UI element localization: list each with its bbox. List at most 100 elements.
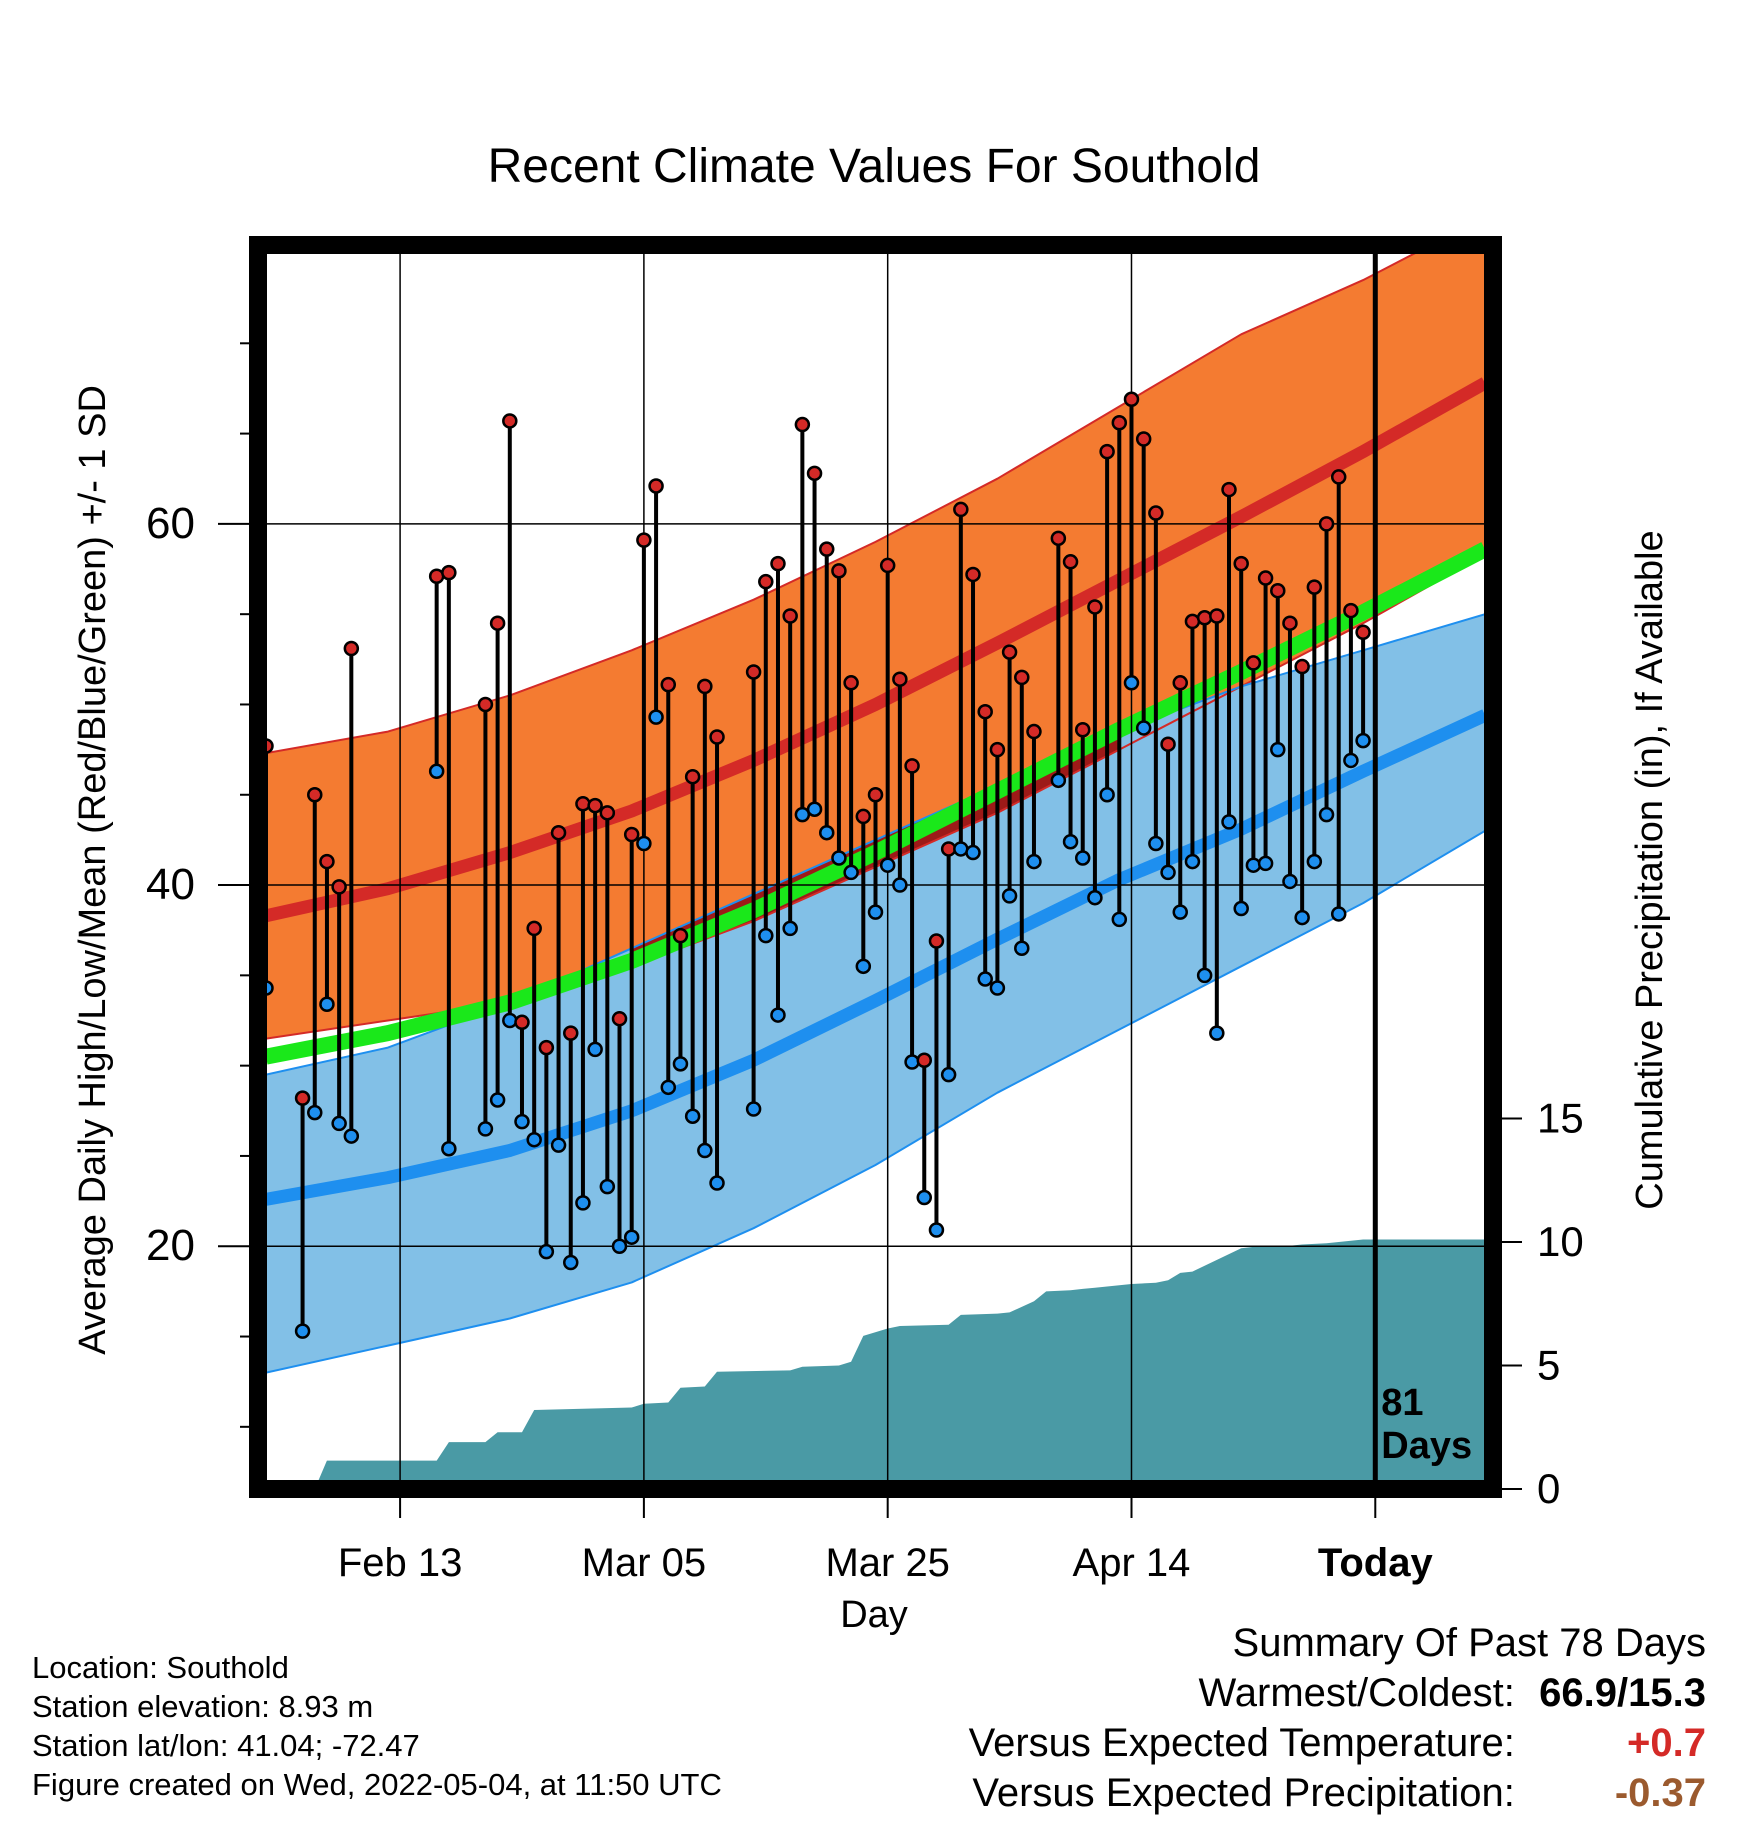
high-point	[1282, 615, 1298, 631]
observation-day	[770, 555, 786, 1023]
low-point	[904, 1054, 920, 1070]
observation-day	[843, 675, 859, 881]
observation-day	[965, 566, 981, 861]
high-point	[806, 465, 823, 482]
low-point	[648, 709, 664, 725]
low-point	[928, 1222, 945, 1238]
low-point	[684, 1108, 701, 1124]
observation-day	[1221, 481, 1237, 830]
low-point	[1270, 741, 1286, 758]
observation-day	[782, 608, 798, 937]
low-point	[1245, 857, 1262, 873]
observation-day	[758, 573, 774, 944]
observation-day	[1026, 723, 1042, 870]
high-point	[1257, 570, 1274, 586]
y-axis-label: Average Daily High/Low/Mean (Red/Blue/Gr…	[72, 385, 114, 1355]
high-point	[758, 573, 774, 590]
temp-row: Versus Expected Temperature: +0.7	[969, 1718, 1706, 1768]
low-point	[599, 1178, 616, 1195]
high-point	[1306, 579, 1323, 595]
low-point	[514, 1113, 530, 1130]
observation-day	[1062, 554, 1079, 850]
observation-day	[1294, 658, 1310, 926]
latlon-text: Station lat/lon: 41.04; -72.47	[32, 1728, 420, 1763]
high-point	[818, 541, 835, 557]
observation-day	[1196, 610, 1213, 984]
low-point	[709, 1175, 725, 1191]
x-tick-label: Today	[1318, 1541, 1434, 1585]
high-point	[843, 675, 859, 691]
summary-heading: Summary Of Past 78 Days	[1232, 1621, 1706, 1665]
temp-value: +0.7	[1627, 1721, 1706, 1765]
temp-label: Versus Expected Temperature:	[968, 1721, 1515, 1765]
low-point	[538, 1243, 555, 1260]
high-point	[1221, 481, 1237, 498]
high-point	[587, 797, 603, 814]
high-point	[611, 1010, 628, 1027]
high-point	[1245, 655, 1262, 671]
observation-day	[1209, 608, 1225, 1041]
observation-day	[1123, 391, 1140, 691]
observation-day	[550, 824, 567, 1153]
low-point	[892, 877, 908, 893]
high-point	[1330, 469, 1347, 485]
low-point	[1282, 873, 1298, 890]
y2-tick-label: 15	[1537, 1095, 1584, 1142]
low-point	[1148, 835, 1164, 852]
low-point	[1026, 853, 1042, 870]
observation-day	[1330, 469, 1347, 922]
low-point	[1257, 855, 1274, 872]
low-point	[441, 1140, 457, 1157]
high-point	[782, 608, 798, 624]
precip-row: Versus Expected Precipitation: -0.37	[969, 1768, 1706, 1818]
low-point	[758, 927, 774, 944]
high-point	[928, 933, 945, 949]
observation-day	[1257, 570, 1274, 872]
observation-day	[1148, 505, 1164, 852]
observation-day	[855, 808, 872, 975]
observation-day	[709, 729, 725, 1191]
low-point	[1343, 752, 1359, 769]
observation-day	[831, 563, 847, 866]
observation-day	[1233, 555, 1249, 917]
observation-day	[599, 805, 616, 1195]
observation-day	[745, 664, 762, 1117]
high-point	[502, 413, 518, 429]
high-point	[648, 478, 664, 494]
high-upper-edge	[266, 253, 1418, 755]
low-point	[782, 920, 798, 937]
high-point	[514, 1014, 530, 1031]
low-point	[867, 904, 884, 920]
observation-day	[904, 758, 920, 1070]
observation-day	[928, 933, 945, 1238]
low-point	[489, 1092, 506, 1108]
observation-day	[636, 532, 652, 852]
low-point	[660, 1079, 677, 1096]
observation-day	[1306, 579, 1323, 870]
climate-chart: Recent Climate Values For Southold 81Day…	[72, 140, 1671, 1636]
chart-title: Recent Climate Values For Southold	[488, 140, 1261, 193]
observation-day	[989, 741, 1006, 996]
low-point	[563, 1254, 579, 1271]
observation-day	[1135, 431, 1152, 736]
low-point	[1330, 906, 1347, 922]
y2-tick-label: 10	[1537, 1218, 1584, 1265]
observation-day	[1087, 599, 1103, 906]
low-point	[1135, 720, 1152, 736]
high-point	[1160, 736, 1176, 752]
high-point	[477, 696, 494, 713]
observations	[266, 391, 1371, 1339]
low-point	[1221, 814, 1237, 830]
high-point	[953, 501, 969, 518]
high-point	[343, 640, 360, 657]
high-point	[1062, 554, 1079, 570]
low-point	[266, 980, 274, 996]
station-info: Location: Southold Station elevation: 8.…	[32, 1648, 722, 1804]
high-point	[1087, 599, 1103, 615]
high-sd-band	[266, 253, 1485, 1039]
low-point	[916, 1189, 933, 1206]
low-point	[855, 958, 872, 975]
low-normal-line	[266, 709, 1485, 1206]
low-point	[1318, 806, 1335, 823]
